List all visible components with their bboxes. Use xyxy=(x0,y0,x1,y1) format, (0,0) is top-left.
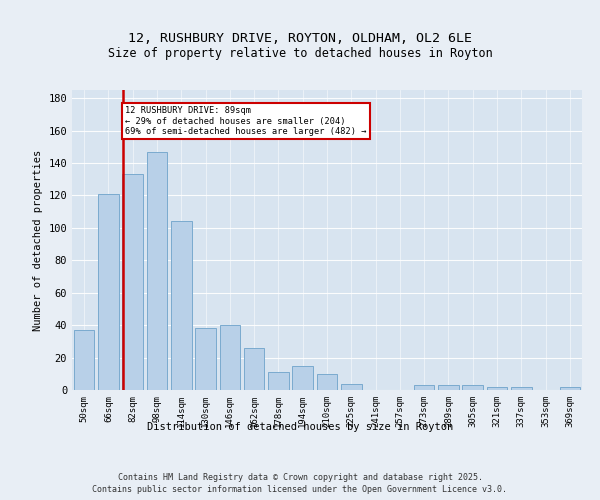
Bar xyxy=(487,387,508,390)
Bar xyxy=(146,152,167,390)
Text: 12, RUSHBURY DRIVE, ROYTON, OLDHAM, OL2 6LE: 12, RUSHBURY DRIVE, ROYTON, OLDHAM, OL2 … xyxy=(128,32,472,46)
Bar xyxy=(74,330,94,390)
Bar xyxy=(463,385,483,390)
Bar xyxy=(268,372,289,390)
Y-axis label: Number of detached properties: Number of detached properties xyxy=(33,150,43,330)
Text: 12 RUSHBURY DRIVE: 89sqm
← 29% of detached houses are smaller (204)
69% of semi-: 12 RUSHBURY DRIVE: 89sqm ← 29% of detach… xyxy=(125,106,367,136)
Bar xyxy=(244,348,265,390)
Bar xyxy=(438,385,459,390)
Bar xyxy=(560,387,580,390)
Text: Distribution of detached houses by size in Royton: Distribution of detached houses by size … xyxy=(147,422,453,432)
Bar xyxy=(195,328,216,390)
Bar xyxy=(171,222,191,390)
Bar xyxy=(317,374,337,390)
Bar xyxy=(414,385,434,390)
Bar xyxy=(341,384,362,390)
Text: Size of property relative to detached houses in Royton: Size of property relative to detached ho… xyxy=(107,48,493,60)
Bar xyxy=(98,194,119,390)
Bar xyxy=(220,325,240,390)
Bar xyxy=(122,174,143,390)
Text: Contains public sector information licensed under the Open Government Licence v3: Contains public sector information licen… xyxy=(92,485,508,494)
Bar xyxy=(292,366,313,390)
Bar xyxy=(511,387,532,390)
Text: Contains HM Land Registry data © Crown copyright and database right 2025.: Contains HM Land Registry data © Crown c… xyxy=(118,472,482,482)
